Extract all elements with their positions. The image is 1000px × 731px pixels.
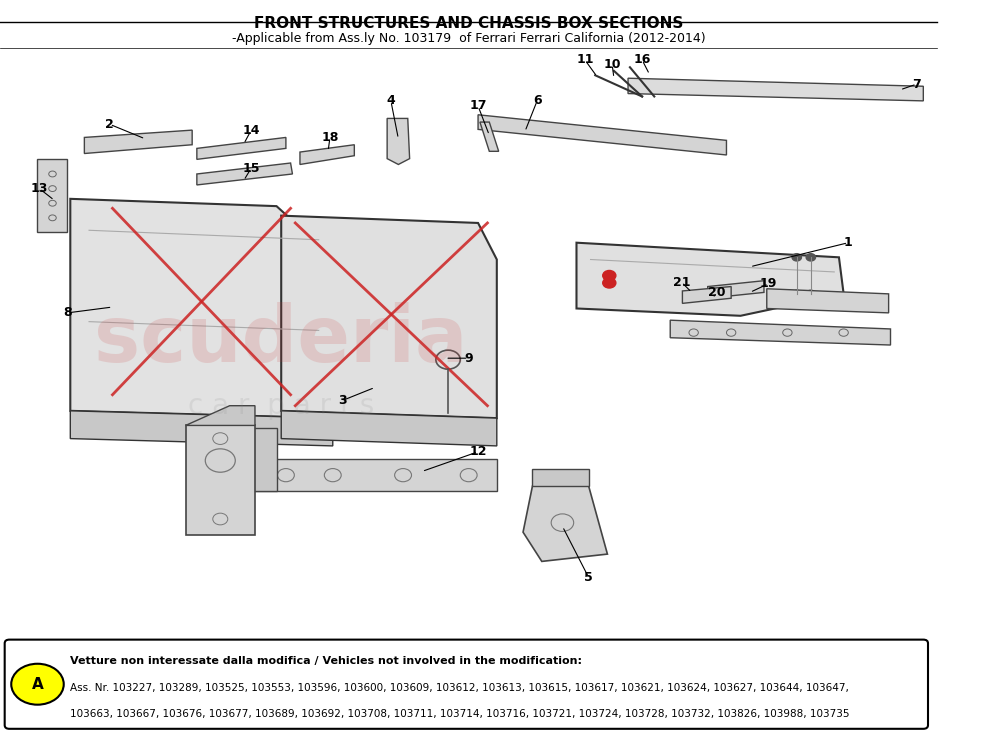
Polygon shape — [628, 78, 923, 101]
Text: 15: 15 — [242, 162, 260, 175]
Polygon shape — [682, 287, 731, 303]
Text: 103663, 103667, 103676, 103677, 103689, 103692, 103708, 103711, 103714, 103716, : 103663, 103667, 103676, 103677, 103689, … — [70, 709, 850, 719]
Circle shape — [806, 254, 816, 261]
Polygon shape — [186, 425, 255, 535]
Polygon shape — [576, 243, 844, 316]
Text: 16: 16 — [633, 53, 651, 67]
FancyBboxPatch shape — [5, 640, 928, 729]
Text: 6: 6 — [533, 94, 541, 107]
Text: Ass. Nr. 103227, 103289, 103525, 103553, 103596, 103600, 103609, 103612, 103613,: Ass. Nr. 103227, 103289, 103525, 103553,… — [70, 683, 849, 693]
Circle shape — [603, 270, 616, 281]
Text: 4: 4 — [387, 94, 395, 107]
Text: 2: 2 — [105, 118, 114, 131]
Text: -Applicable from Ass.ly No. 103179  of Ferrari Ferrari California (2012-2014): -Applicable from Ass.ly No. 103179 of Fe… — [232, 32, 706, 45]
Text: 12: 12 — [469, 445, 487, 458]
Polygon shape — [387, 118, 410, 164]
Text: 3: 3 — [338, 394, 346, 407]
Circle shape — [806, 290, 816, 298]
Polygon shape — [532, 469, 589, 486]
Polygon shape — [281, 216, 497, 418]
Text: 7: 7 — [912, 77, 921, 91]
Polygon shape — [253, 459, 497, 491]
Polygon shape — [478, 115, 726, 155]
Circle shape — [603, 278, 616, 288]
Text: 9: 9 — [464, 352, 473, 365]
Text: 5: 5 — [584, 571, 593, 584]
Text: 20: 20 — [708, 286, 726, 299]
Text: 17: 17 — [469, 99, 487, 113]
Text: 19: 19 — [760, 277, 777, 290]
Polygon shape — [300, 145, 354, 164]
Text: FRONT STRUCTURES AND CHASSIS BOX SECTIONS: FRONT STRUCTURES AND CHASSIS BOX SECTION… — [254, 16, 683, 31]
Polygon shape — [197, 137, 286, 159]
Polygon shape — [70, 411, 333, 446]
Text: 1: 1 — [844, 236, 853, 249]
Text: 18: 18 — [321, 131, 339, 144]
Polygon shape — [523, 486, 607, 561]
Polygon shape — [281, 411, 497, 446]
Circle shape — [792, 254, 801, 261]
Text: 14: 14 — [242, 124, 260, 137]
Polygon shape — [70, 199, 333, 418]
Circle shape — [11, 664, 64, 705]
Polygon shape — [708, 281, 764, 298]
Text: 11: 11 — [576, 53, 594, 67]
Text: Vetture non interessate dalla modifica / Vehicles not involved in the modificati: Vetture non interessate dalla modifica /… — [70, 656, 582, 667]
Polygon shape — [670, 320, 891, 345]
Polygon shape — [197, 163, 292, 185]
Text: c a r  p a r t s: c a r p a r t s — [188, 392, 374, 420]
Polygon shape — [480, 122, 499, 151]
Text: 13: 13 — [31, 182, 48, 195]
Text: 8: 8 — [63, 306, 72, 319]
Text: scuderia: scuderia — [94, 302, 468, 378]
Text: 10: 10 — [603, 58, 621, 71]
Polygon shape — [186, 406, 255, 425]
Polygon shape — [37, 159, 67, 232]
Text: 21: 21 — [673, 276, 690, 289]
Text: A: A — [32, 677, 43, 692]
Polygon shape — [767, 289, 889, 313]
Circle shape — [792, 290, 801, 298]
Polygon shape — [253, 428, 277, 491]
Polygon shape — [84, 130, 192, 154]
